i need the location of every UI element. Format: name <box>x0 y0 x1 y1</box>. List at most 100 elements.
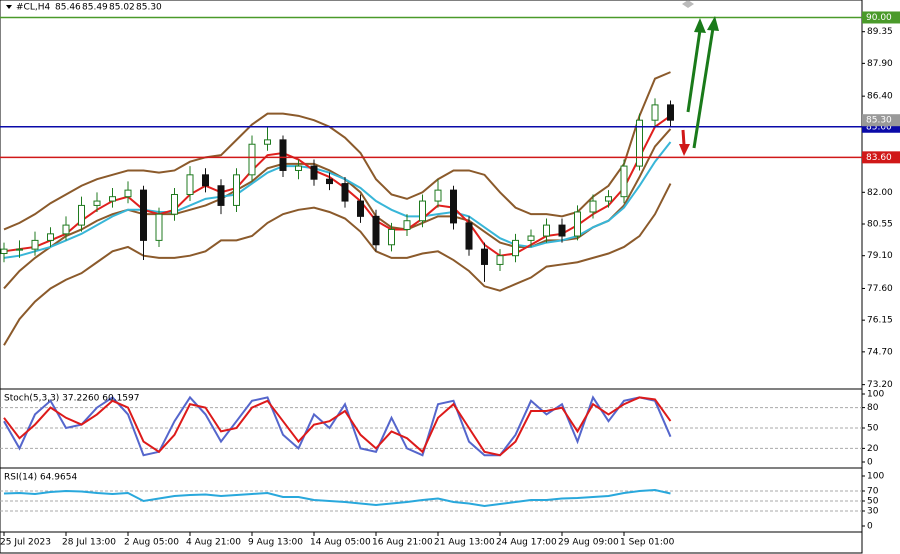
y-tick-label: 77.60 <box>867 284 893 294</box>
x-tick-label: 9 Aug 13:00 <box>248 538 303 548</box>
candle-body <box>465 222 473 250</box>
x-tick-label: 4 Aug 21:00 <box>186 538 241 548</box>
candle-body <box>527 235 535 241</box>
candle-body <box>341 183 349 202</box>
candle-body <box>357 200 364 217</box>
y-tick-label: 30 <box>867 507 879 517</box>
candle-body <box>620 165 628 198</box>
candle-body <box>558 224 566 237</box>
overlay-line <box>3 141 672 259</box>
candle-body <box>636 119 643 167</box>
y-tick-label: 20 <box>867 444 879 454</box>
indicator-title: Stoch(5,3,3) 37.2260 60.1597 <box>4 394 139 404</box>
y-tick-label: 50 <box>867 424 879 434</box>
candle-body <box>31 239 39 250</box>
chart-title: #CL,H4 <box>16 3 50 13</box>
x-tick-label: 16 Aug 21:00 <box>372 538 433 548</box>
x-tick-label: 2 Aug 05:00 <box>124 538 179 548</box>
y-tick-label: 100 <box>867 390 884 400</box>
frame <box>0 0 863 554</box>
y-tick-label: 89.35 <box>867 27 893 37</box>
level-label-box <box>862 11 900 24</box>
candle-body <box>605 196 612 202</box>
candle-body <box>279 139 287 171</box>
arrow <box>692 27 715 149</box>
candle-body <box>248 143 256 176</box>
arrow-head <box>694 18 706 33</box>
y-tick-label: 87.90 <box>867 59 893 69</box>
arrow-head <box>679 144 690 156</box>
x-tick-label: 1 Sep 01:00 <box>620 538 675 548</box>
candle-body <box>16 248 23 251</box>
candle-body <box>419 200 426 222</box>
annotation-arrows <box>679 0 719 156</box>
overlay-line <box>3 71 671 231</box>
candle-body <box>155 213 163 241</box>
candle-body <box>326 178 333 185</box>
arrow <box>681 129 686 146</box>
header-value: 85.02 <box>109 3 135 13</box>
x-tick-label: 24 Aug 17:00 <box>496 538 557 548</box>
indicator-line <box>3 488 671 508</box>
candle-body <box>651 104 659 121</box>
overlay-line <box>3 183 672 346</box>
candle-body <box>496 255 504 265</box>
candle-body <box>78 204 85 226</box>
y-tick-label: 50 <box>867 497 879 507</box>
candle-body <box>109 196 116 202</box>
arrow <box>686 29 702 113</box>
candle-body <box>186 174 194 196</box>
y-tick-label: 100 <box>867 472 884 482</box>
x-tick-label: 29 Aug 09:00 <box>558 538 619 548</box>
y-tick-label: 80.55 <box>867 220 893 230</box>
y-tick-label: 70 <box>867 487 879 497</box>
marks: 89.35 87.90 86.40 82.00 80.55 79.10 77.60 76.15… <box>0 11 900 548</box>
candle-body <box>93 200 101 206</box>
candle-body <box>372 215 380 246</box>
candle-body <box>543 224 550 237</box>
y-tick-label: 79.10 <box>867 251 893 261</box>
candle-body <box>47 233 54 241</box>
candle-body <box>140 189 147 241</box>
y-tick-label: 82.00 <box>867 188 893 198</box>
header-value: 85.30 <box>136 3 162 13</box>
candle-body <box>217 185 225 206</box>
candle-body <box>574 211 581 237</box>
candle-body <box>62 224 70 235</box>
level-label: 90.00 <box>866 13 892 23</box>
x-tick-label: 14 Aug 05:00 <box>310 538 371 548</box>
arrow-head <box>707 16 719 31</box>
candle-body <box>171 194 178 215</box>
candle-body <box>295 165 302 171</box>
candle-body <box>481 248 488 265</box>
candle-body <box>233 174 240 206</box>
y-tick-label: 74.70 <box>867 347 893 357</box>
last-price-box <box>862 114 900 127</box>
candle-body <box>310 165 318 180</box>
x-tick-label: 28 Jul 13:00 <box>62 538 116 548</box>
marker <box>682 0 694 8</box>
x-tick-label: 25 Jul 2023 <box>0 538 51 548</box>
level-label: 83.60 <box>866 153 892 163</box>
candle-body <box>202 174 209 187</box>
candle-body <box>264 139 271 145</box>
y-tick-label: 0 <box>867 522 873 532</box>
level-label-box <box>862 151 900 164</box>
y-tick-label: 0 <box>867 458 873 468</box>
y-tick-label: 73.20 <box>867 380 893 390</box>
menu-icon <box>6 5 12 9</box>
candle-body <box>388 228 395 246</box>
indicator-title: RSI(14) 64.9654 <box>4 473 77 483</box>
candle-body <box>450 189 457 224</box>
last-price-label: 85.30 <box>866 116 892 126</box>
candle-body <box>403 220 411 230</box>
header-value: 85.49 <box>82 3 108 13</box>
x-tick-label: 21 Aug 13:00 <box>434 538 495 548</box>
indicator-line <box>3 396 672 457</box>
y-tick-label: 76.15 <box>867 316 893 326</box>
candle-body <box>512 239 519 257</box>
y-tick-label: 80 <box>867 403 879 413</box>
candle-body <box>124 189 132 198</box>
